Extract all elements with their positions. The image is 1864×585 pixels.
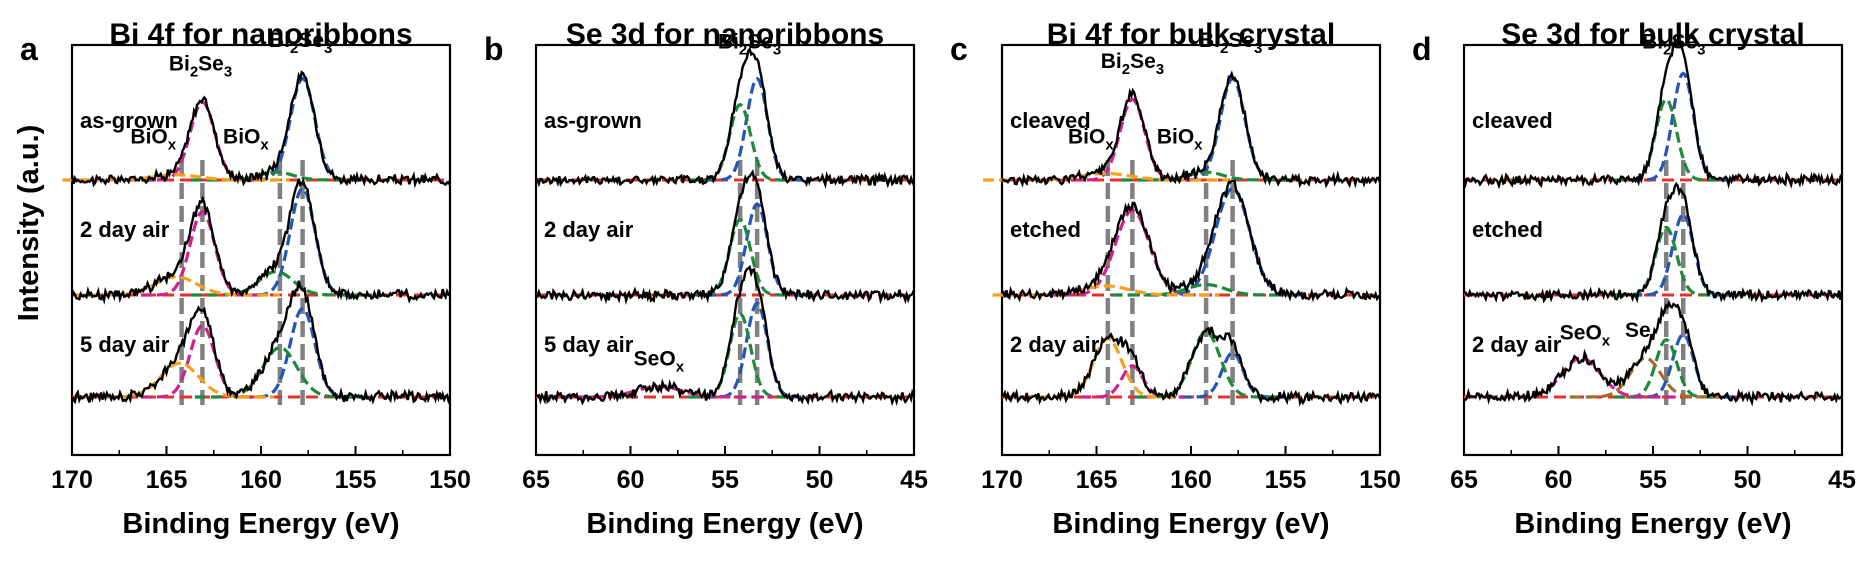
peak-annotation: SeOx [1560, 322, 1611, 350]
x-tick-label: 65 [522, 466, 550, 494]
x-axis-label: Binding Energy (eV) [1514, 508, 1791, 540]
raw-spectrum [70, 70, 452, 189]
trace-label: as-grown [80, 108, 178, 133]
trace-label: 2 day air [544, 217, 634, 242]
peak-annotation: SeOx [634, 348, 685, 376]
trace-1: 2 day air [70, 177, 451, 305]
x-tick-label: 170 [981, 466, 1023, 494]
peak-annotation: BiOx [1157, 125, 1203, 153]
trace-label: 2 day air [1472, 332, 1562, 357]
component-peak [1569, 356, 1721, 399]
component-peak [1614, 338, 1719, 399]
x-tick-label: 155 [1265, 466, 1307, 494]
raw-spectrum [535, 264, 915, 407]
panel-letter: d [1412, 31, 1432, 67]
component-peak [191, 269, 362, 297]
x-axis-label: Binding Energy (eV) [122, 508, 399, 540]
x-tick-label: 155 [335, 466, 377, 494]
trace-0: as-grown [535, 46, 916, 190]
x-tick-label: 45 [900, 466, 928, 494]
component-peak [705, 202, 810, 297]
trace-1: etched [1463, 181, 1844, 304]
x-tick-label: 150 [429, 466, 471, 494]
component-peak [1486, 356, 1676, 399]
raw-spectrum [70, 177, 451, 305]
trace-label: etched [1472, 217, 1543, 242]
raw-spectrum [1462, 39, 1844, 190]
peak-annotation: Bi2Se3 [1642, 31, 1705, 59]
panel-letter: a [20, 31, 38, 67]
component-peak [688, 102, 793, 182]
component-peak [1121, 170, 1292, 182]
trace-2: 2 day air [1001, 326, 1382, 407]
trace-label: cleaved [1010, 108, 1091, 133]
component-peak [191, 170, 362, 182]
trace-label: 5 day air [544, 332, 634, 357]
trace-0: as-grown [62, 70, 452, 189]
raw-spectrum [1001, 326, 1382, 407]
x-tick-label: 50 [1734, 466, 1762, 494]
trace-1: etched [992, 179, 1381, 303]
raw-spectrum [1463, 181, 1844, 304]
x-tick-label: 60 [617, 466, 645, 494]
peak-annotation: Bi2Se3 [269, 29, 332, 57]
x-tick-label: 65 [1450, 466, 1478, 494]
x-tick-label: 165 [146, 466, 188, 494]
x-tick-label: 55 [711, 466, 739, 494]
component-peak [1135, 330, 1277, 399]
panel-letter: c [950, 31, 968, 67]
component-peak [1111, 282, 1301, 297]
x-axis-label: Binding Energy (eV) [1052, 508, 1329, 540]
component-peak [705, 76, 810, 182]
x-tick-label: 165 [1076, 466, 1118, 494]
trace-label: cleaved [1472, 108, 1553, 133]
x-tick-label: 50 [806, 466, 834, 494]
component-peak [85, 361, 275, 399]
x-tick-label: 160 [240, 466, 282, 494]
trace-1: 2 day air [535, 169, 916, 306]
x-tick-label: 55 [1639, 466, 1667, 494]
x-tick-label: 60 [1545, 466, 1573, 494]
trace-0: cleaved [983, 70, 1382, 189]
x-tick-label: 150 [1359, 466, 1401, 494]
x-axis-label: Binding Energy (eV) [586, 508, 863, 540]
trace-2: 2 day air [1463, 299, 1843, 407]
trace-label: as-grown [544, 108, 642, 133]
trace-2: 5 day air [535, 264, 915, 407]
raw-spectrum [1463, 299, 1843, 407]
trace-label: 2 day air [80, 217, 170, 242]
x-tick-label: 160 [1170, 466, 1212, 494]
trace-0: cleaved [1462, 39, 1844, 190]
plot-frame [1462, 43, 1844, 457]
y-axis-label: Intensity (a.u.) [13, 125, 45, 322]
peak-annotation: Bi2Se3 [718, 31, 781, 59]
x-tick-label: 170 [51, 466, 93, 494]
peak-annotation: Bi2Se3 [1199, 29, 1262, 57]
peak-annotation: BiOx [223, 125, 269, 153]
trace-label: 2 day air [1010, 332, 1100, 357]
raw-spectrum [535, 169, 916, 306]
peak-annotation: BiOx [1068, 125, 1114, 153]
raw-spectrum [70, 280, 452, 405]
peak-annotation: BiOx [130, 125, 176, 153]
raw-spectrum [1001, 179, 1381, 303]
peak-annotation: Se [1625, 319, 1651, 342]
peak-annotation: Bi2Se3 [169, 53, 232, 81]
trace-label: 5 day air [80, 332, 170, 357]
trace-2: 5 day air [70, 280, 452, 405]
x-tick-label: 45 [1828, 466, 1856, 494]
raw-spectrum [1001, 70, 1382, 189]
panel-letter: b [484, 31, 504, 67]
peak-annotation: Bi2Se3 [1101, 50, 1164, 78]
raw-spectrum [535, 46, 916, 190]
trace-label: etched [1010, 217, 1081, 242]
